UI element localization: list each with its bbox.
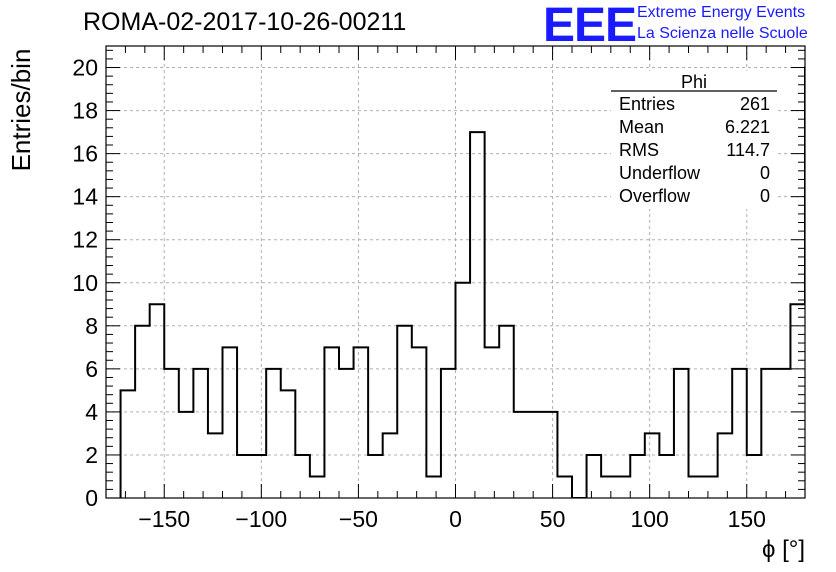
histogram-bin: [601, 476, 616, 498]
histogram-bin: [674, 369, 689, 498]
histogram-bin: [776, 369, 791, 498]
histogram-bin: [805, 68, 820, 498]
histogram-bin: [703, 476, 718, 498]
y-tick-label: 10: [72, 270, 98, 296]
histogram-bin: [718, 433, 733, 498]
y-tick-label: 18: [72, 98, 98, 124]
histogram-bin: [499, 326, 514, 498]
histogram-bin: [354, 347, 369, 498]
y-axis-label: Entries/bin: [6, 49, 36, 172]
histogram-bin: [252, 455, 267, 498]
histogram-bin: [426, 476, 441, 498]
histogram-bin: [324, 347, 339, 498]
histogram-bin: [543, 412, 558, 498]
histogram-bin: [412, 347, 427, 498]
y-tick-label: 20: [72, 55, 98, 81]
histogram-outline: [119, 66, 805, 498]
y-tick-label: 12: [72, 227, 98, 253]
stats-label: Underflow: [619, 163, 701, 183]
x-tick-label: 0: [449, 506, 462, 532]
stats-label: RMS: [619, 140, 659, 160]
y-tick-label: 4: [85, 399, 98, 425]
histogram-bin: [135, 326, 150, 498]
x-tick-label: −100: [235, 506, 287, 532]
stats-value: 261: [740, 94, 770, 114]
stats-value: 6.221: [725, 117, 770, 137]
histogram-bin: [121, 390, 136, 498]
x-tick-label: −150: [138, 506, 190, 532]
histogram-bin: [514, 412, 529, 498]
histogram-bin: [732, 369, 747, 498]
histogram-bin: [616, 476, 631, 498]
histogram-bin: [339, 369, 354, 498]
histogram-bin: [164, 369, 179, 498]
histogram-bin: [397, 326, 412, 498]
histogram-bin: [747, 455, 762, 498]
x-tick-label: −50: [339, 506, 378, 532]
histogram-bin: [689, 476, 704, 498]
stats-title: Phi: [681, 72, 707, 92]
histogram-bin: [208, 433, 223, 498]
histogram-bin: [193, 369, 208, 498]
histogram-bin: [441, 369, 456, 498]
stats-label: Overflow: [619, 186, 691, 206]
histogram-bin: [383, 433, 398, 498]
histogram-bins: [119, 66, 820, 498]
histogram-bin: [150, 304, 165, 498]
histogram-bin: [587, 455, 602, 498]
histogram-bin: [310, 476, 325, 498]
stats-value: 114.7: [726, 140, 770, 160]
histogram-bin: [266, 369, 281, 498]
y-tick-label: 0: [85, 485, 98, 511]
histogram-bin: [761, 369, 776, 498]
stats-value: 0: [760, 163, 770, 183]
stats-label: Mean: [619, 117, 664, 137]
eee-logo: EEE: [543, 0, 637, 52]
y-tick-label: 6: [85, 356, 98, 382]
stats-box: [611, 71, 777, 209]
histogram-bin: [179, 412, 194, 498]
x-tick-label: 100: [630, 506, 668, 532]
stats-value: 0: [760, 186, 770, 206]
logo-tagline-1: Extreme Energy Events: [637, 4, 806, 21]
histogram-bin: [630, 455, 645, 498]
histogram-bin: [485, 347, 500, 498]
histogram-bin: [659, 455, 674, 498]
logo-tagline-2: La Scienza nelle Scuole: [637, 25, 808, 42]
x-axis-label: ϕ [°]: [762, 536, 805, 563]
histogram-bin: [470, 132, 485, 498]
y-tick-label: 16: [72, 141, 98, 167]
histogram-bin: [557, 476, 572, 498]
y-tick-label: 8: [85, 313, 98, 339]
stats-label: Entries: [619, 94, 675, 114]
histogram-bin: [528, 412, 543, 498]
histogram-bin: [645, 433, 660, 498]
histogram-bin: [790, 304, 805, 498]
chart-title: ROMA-02-2017-10-26-00211: [83, 8, 407, 36]
x-tick-label: 50: [540, 506, 566, 532]
y-tick-label: 14: [72, 184, 98, 210]
y-tick-label: 2: [85, 442, 98, 468]
histogram-bin: [223, 347, 238, 498]
x-tick-label: 150: [728, 506, 766, 532]
histogram-bin: [456, 283, 471, 498]
histogram-bin: [237, 455, 252, 498]
histogram-bin: [295, 455, 310, 498]
histogram-bin: [281, 390, 296, 498]
histogram-bin: [368, 455, 383, 498]
